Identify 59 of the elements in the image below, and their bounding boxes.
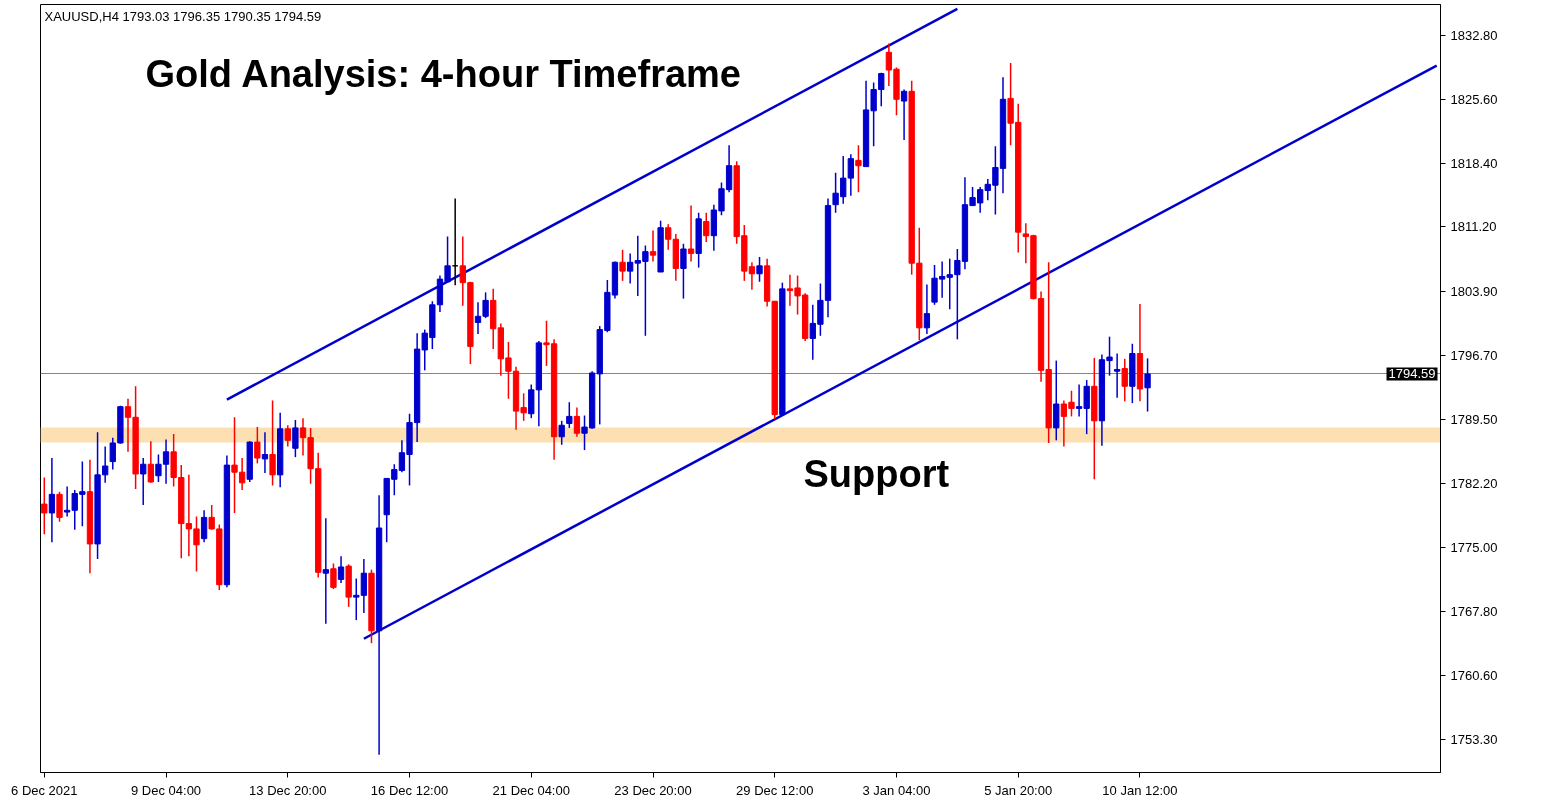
y-tick-label: 1775.00 [1450,540,1498,555]
x-tick-label: 21 Dec 04:00 [492,782,570,798]
candlestick [269,399,276,487]
text: Gold Analysis: 4-hour Timeframe [145,52,741,95]
candlestick [254,426,261,465]
y-tick-label: 1832.80 [1450,28,1498,43]
candlestick [680,242,687,300]
candlestick [573,406,581,438]
candlestick [756,256,763,283]
x-tick-label: 6 Dec 2021 [11,782,78,798]
candlestick [855,144,862,194]
candlestick [528,383,535,419]
candlestick [1113,352,1121,399]
candlestick [900,88,908,141]
candlestick [48,457,56,543]
y-tick-label: 1796.70 [1450,347,1498,363]
y-tick-label: 1811.20 [1450,219,1497,235]
candlestick [322,517,329,625]
x-tick-label: 29 Dec 12:00 [736,782,814,798]
candlestick [687,204,695,263]
x-tick-label: 5 Jan 20:00 [984,782,1053,798]
candlestick [1144,357,1151,413]
y-tick-label: 1782.20 [1450,476,1498,492]
candlestick [558,420,565,446]
x-tick-label: 3 Jan 04:00 [862,782,931,798]
candlestick [566,401,573,429]
candlestick [1053,359,1060,442]
y-tick-label: 1803.90 [1450,284,1498,299]
chart-subtitle: XAUUSD,H4 1793.03 1796.35 1790.35 1794.59 [44,8,322,24]
candlestick [261,431,269,474]
x-tick-label: 23 Dec 20:00 [614,782,692,798]
candlestick [56,490,63,523]
candlestick [665,223,672,251]
candlestick [140,457,147,506]
x-tick-label: 13 Dec 20:00 [249,782,327,798]
ref-line-label: 1794.59 [1388,366,1436,382]
candlestick [1121,358,1128,403]
candlestick [330,562,337,590]
candlestick [292,419,299,458]
candlestick [337,555,345,584]
candlestick [41,476,48,535]
y-tick-label: 1767.80 [1450,603,1498,619]
y-tick-label: 1789.50 [1450,411,1498,427]
candlestick [147,440,154,484]
candlestick [200,509,208,543]
candlestick [703,211,710,243]
x-tick-label: 9 Dec 04:00 [130,782,202,798]
x-tick-label: 16 Dec 12:00 [370,782,449,798]
y-tick-label: 1753.30 [1450,732,1498,748]
candlestick [63,485,71,518]
y-tick-label: 1760.60 [1450,667,1498,683]
band-label: Support [803,452,950,495]
y-tick-label: 1825.60 [1450,91,1498,107]
candlestick [649,229,657,263]
y-tick-label: 1818.40 [1450,155,1498,171]
candlestick [284,424,291,448]
candlestick [619,249,626,282]
candlestick [923,283,931,335]
x-tick-label: 10 Jan 12:00 [1102,782,1178,798]
